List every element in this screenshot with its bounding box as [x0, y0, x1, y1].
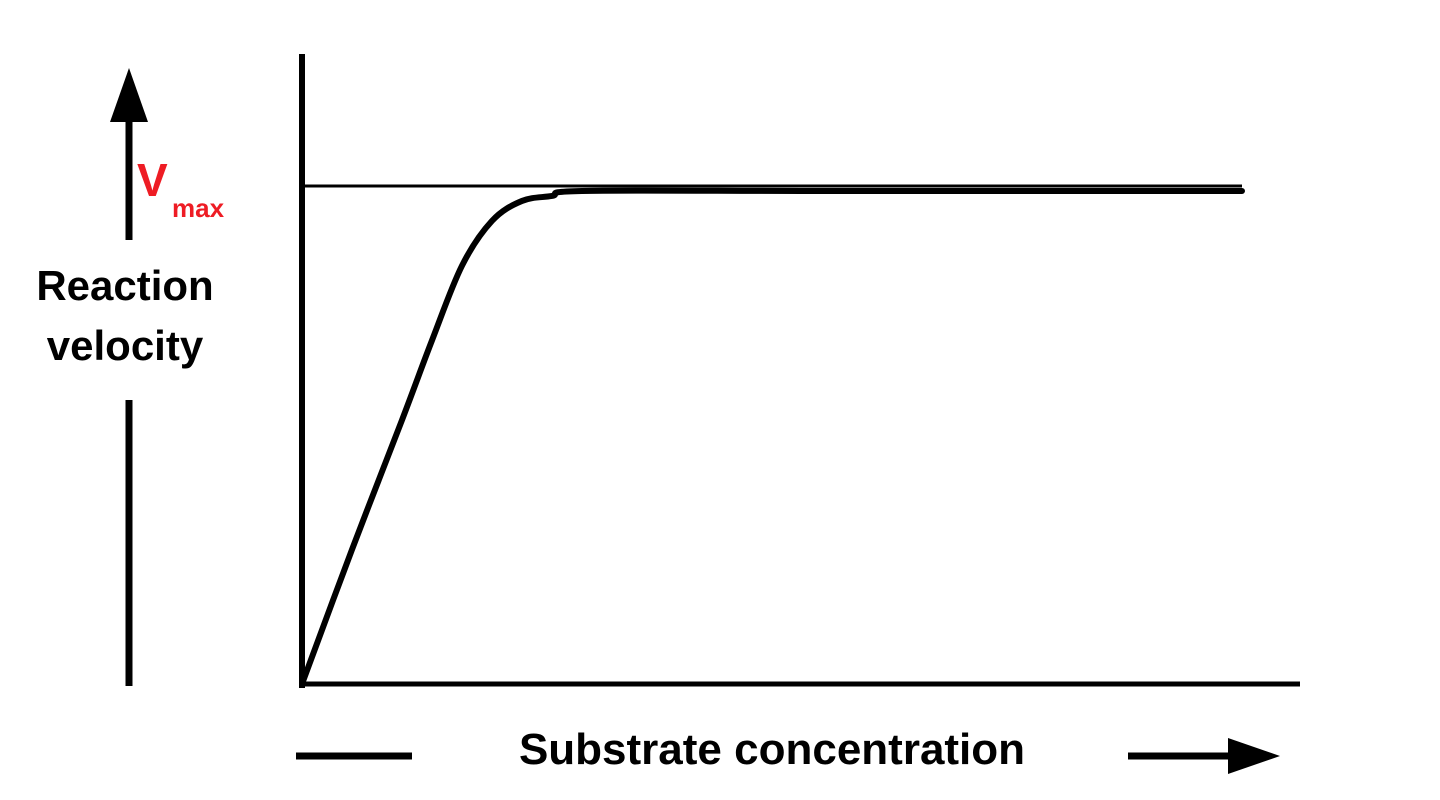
y-axis-label: Reaction velocity	[36, 262, 213, 369]
y-arrow-head-icon	[110, 68, 148, 122]
y-direction-arrow	[110, 68, 148, 686]
y-axis-label-line-2: velocity	[47, 322, 204, 369]
vmax-label-subscript: max	[172, 193, 225, 223]
x-axis-label: Substrate concentration	[519, 725, 1025, 774]
x-arrow-head-icon	[1228, 738, 1280, 774]
series-curve	[299, 187, 1245, 687]
vmax-label: V max	[137, 154, 225, 223]
y-axis-label-line-1: Reaction	[36, 262, 213, 309]
x-direction-arrow	[296, 738, 1280, 774]
data-points	[299, 188, 1245, 687]
vmax-label-main: V	[137, 154, 168, 206]
